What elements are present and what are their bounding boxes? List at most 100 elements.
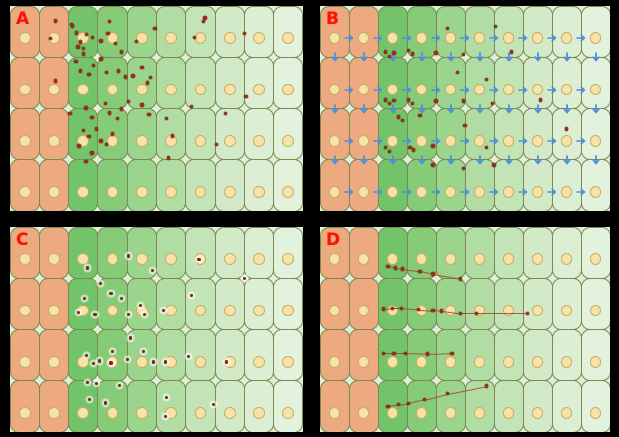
particle-marker xyxy=(431,163,435,167)
cell-nucleus xyxy=(328,83,341,96)
cell-nucleus xyxy=(531,304,544,317)
particle-marker xyxy=(99,281,103,285)
tissue-cell xyxy=(493,227,524,279)
particle-marker xyxy=(90,151,94,155)
cell-nucleus xyxy=(135,186,148,198)
cell-nucleus xyxy=(386,253,399,266)
particle-marker xyxy=(244,94,248,99)
panel-label-b: B xyxy=(326,9,339,29)
cell-nucleus xyxy=(194,186,207,198)
tissue-cell xyxy=(243,329,275,382)
particle-marker xyxy=(382,351,386,356)
tissue-cell xyxy=(38,6,70,58)
efflux-arrow-icon xyxy=(431,187,441,197)
cell-nucleus xyxy=(357,407,370,419)
cell-nucleus xyxy=(194,134,207,147)
particle-marker xyxy=(147,112,151,117)
particle-marker xyxy=(456,70,460,75)
tissue-cell xyxy=(580,159,610,211)
cell-nucleus xyxy=(165,83,177,96)
tissue-cell xyxy=(156,329,187,382)
tissue-cell xyxy=(348,227,379,279)
particle-marker xyxy=(109,292,113,296)
tissue-cell xyxy=(406,329,437,382)
cell-nucleus xyxy=(135,32,148,45)
cell-nucleus xyxy=(357,253,370,266)
tissue-cell xyxy=(156,159,187,211)
tissue-cell xyxy=(273,227,303,279)
cell-nucleus xyxy=(48,355,60,368)
particle-marker xyxy=(450,351,454,356)
cell-nucleus xyxy=(77,134,90,147)
particle-track-segment xyxy=(392,308,402,310)
particle-marker xyxy=(68,111,72,116)
particle-marker xyxy=(86,380,90,385)
tissue-cell xyxy=(551,56,582,109)
tissue-cell xyxy=(406,277,437,330)
cell-nucleus xyxy=(253,134,265,147)
particle-marker xyxy=(485,384,489,388)
efflux-arrow-icon xyxy=(562,52,572,62)
particle-marker xyxy=(106,31,110,36)
tissue-cell xyxy=(522,6,553,58)
particle-track-segment xyxy=(383,353,394,355)
particle-marker xyxy=(116,69,121,73)
tissue-cell xyxy=(551,227,582,279)
cell-nucleus xyxy=(328,407,341,419)
cell-nucleus xyxy=(357,355,370,368)
tissue-cell xyxy=(493,277,524,330)
efflux-arrow-icon xyxy=(489,187,499,197)
cell-nucleus xyxy=(531,355,544,368)
efflux-arrow-icon xyxy=(489,136,499,146)
particle-marker xyxy=(386,404,390,409)
cell-nucleus xyxy=(223,407,236,419)
cell-nucleus xyxy=(589,355,602,368)
cell-nucleus xyxy=(473,304,486,317)
tissue-cell xyxy=(464,159,495,211)
tissue-cell xyxy=(68,159,99,211)
particle-marker xyxy=(440,309,444,313)
panel-label-d: D xyxy=(326,230,341,250)
efflux-arrow-icon xyxy=(591,103,601,114)
tissue-cell xyxy=(243,56,275,109)
tissue-cell xyxy=(406,108,437,161)
cell-nucleus xyxy=(502,304,515,317)
cell-nucleus xyxy=(18,83,31,96)
particle-marker xyxy=(434,99,438,103)
cell-nucleus xyxy=(223,134,236,147)
particle-marker xyxy=(81,129,85,133)
tissue-cell xyxy=(243,227,275,279)
particle-marker xyxy=(86,266,90,270)
cell-nucleus xyxy=(560,83,573,96)
cell-nucleus xyxy=(18,134,31,147)
particle-marker xyxy=(110,350,115,354)
particle-marker xyxy=(141,350,145,354)
efflux-arrow-icon xyxy=(460,33,470,43)
particle-marker xyxy=(162,309,166,313)
particle-marker xyxy=(84,106,88,110)
tissue-cell xyxy=(348,6,379,58)
tissue-cell xyxy=(464,227,495,279)
cell-nucleus xyxy=(77,407,90,419)
particle-marker xyxy=(150,269,154,273)
tissue-cell xyxy=(493,56,524,109)
cell-nucleus xyxy=(328,355,341,368)
cell-nucleus xyxy=(328,32,341,45)
cell-nucleus xyxy=(77,355,90,368)
particle-marker xyxy=(78,69,82,73)
cell-nucleus xyxy=(253,186,265,198)
cell-nucleus xyxy=(77,32,90,45)
efflux-arrow-icon xyxy=(533,52,543,62)
particle-marker xyxy=(91,362,96,366)
tissue-cell xyxy=(185,159,216,211)
efflux-arrow-icon xyxy=(489,85,499,95)
particle-marker xyxy=(187,355,191,359)
particle-marker xyxy=(431,308,435,313)
efflux-arrow-icon xyxy=(344,187,354,197)
particle-marker xyxy=(94,381,99,386)
cell-nucleus xyxy=(135,253,148,266)
particle-marker xyxy=(131,74,135,78)
cell-nucleus xyxy=(165,32,177,45)
cell-nucleus xyxy=(386,304,399,317)
efflux-arrow-icon xyxy=(388,103,398,114)
